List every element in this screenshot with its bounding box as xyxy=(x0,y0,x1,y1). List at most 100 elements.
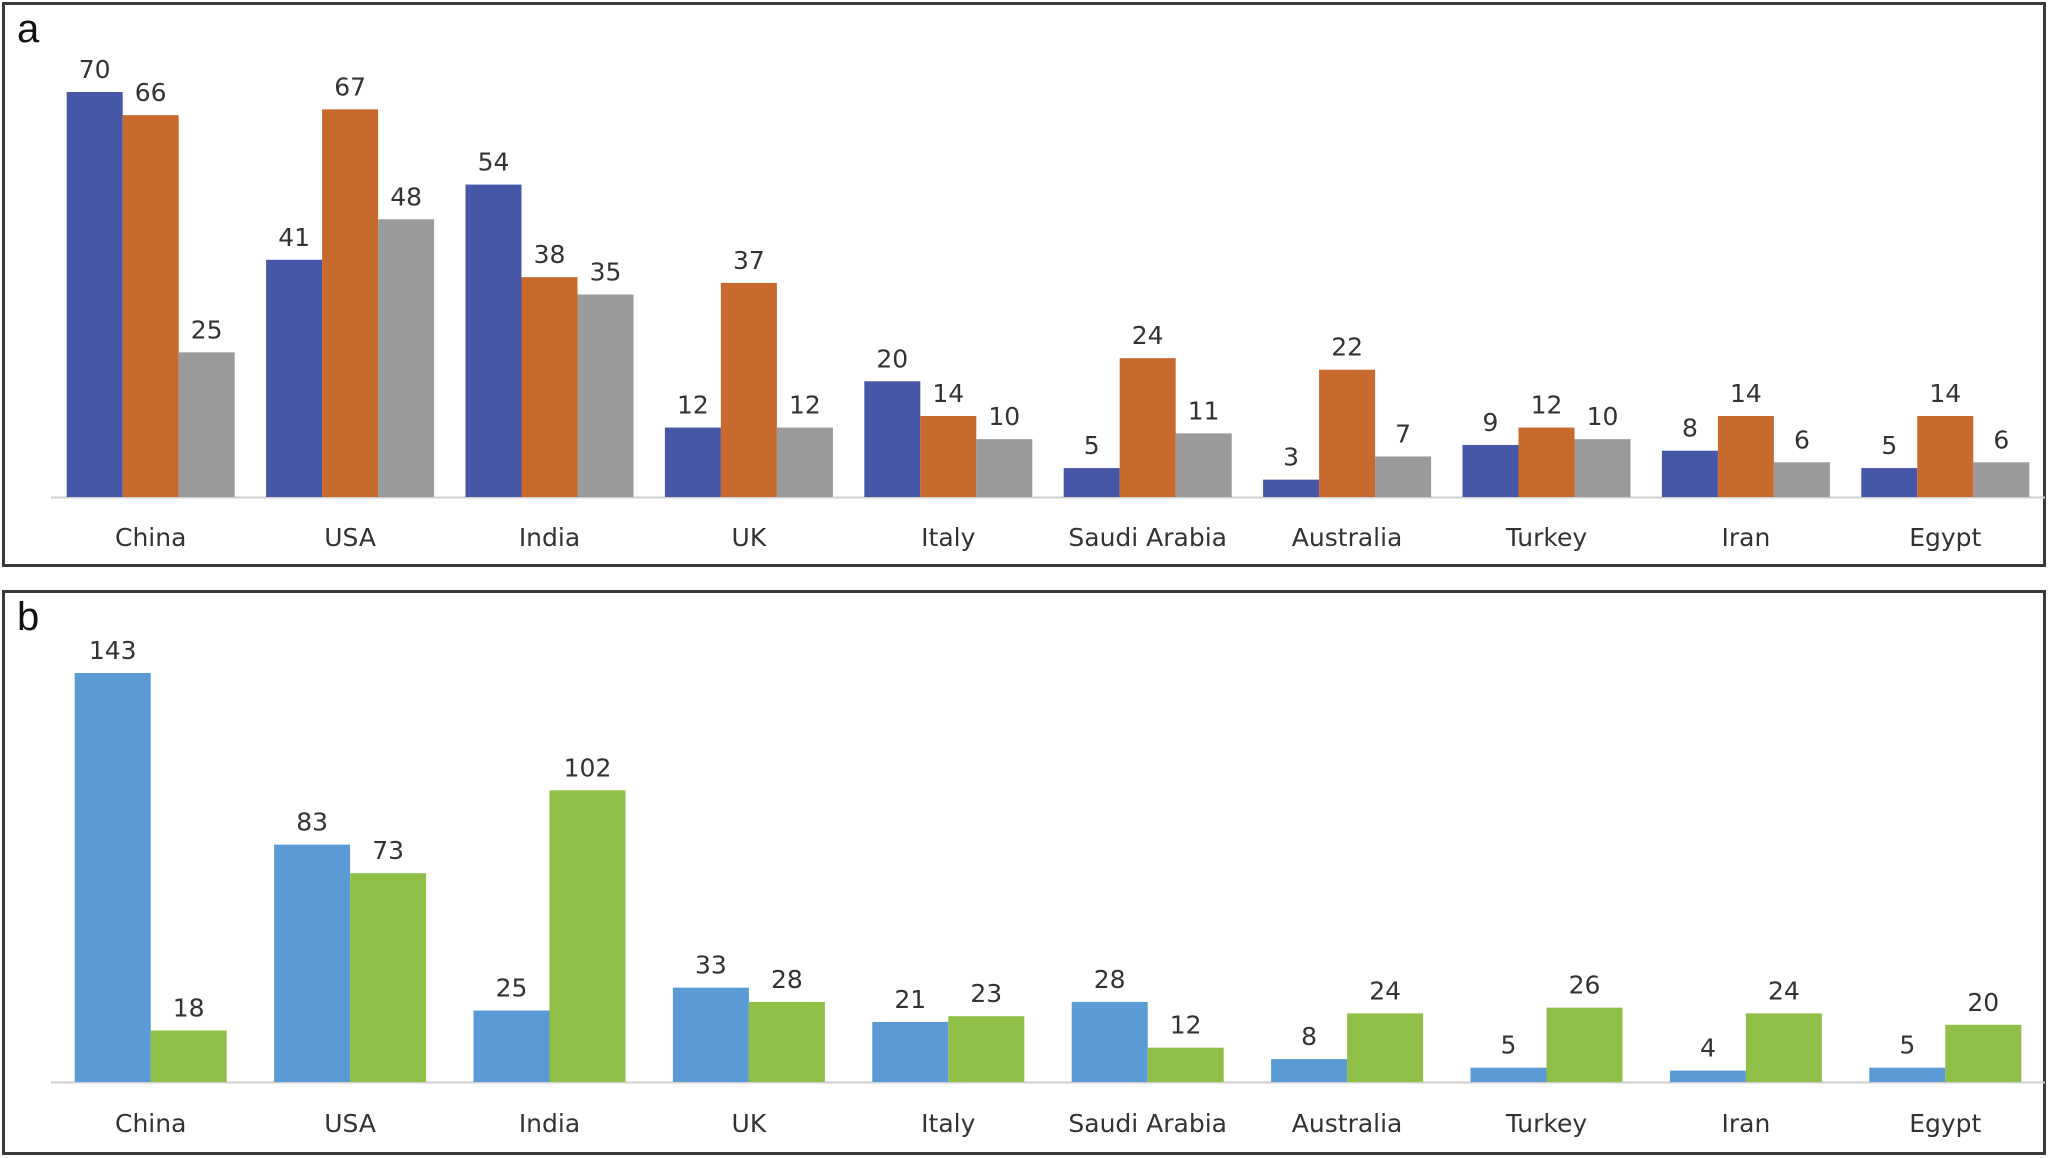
bar-iran-series-3 xyxy=(1773,462,1830,497)
panel-label-a: a xyxy=(17,7,40,51)
bar-turkey-series-1 xyxy=(1462,444,1519,497)
category-label: China xyxy=(115,1109,186,1138)
bar-uk-series-3 xyxy=(776,427,833,497)
category-label: Italy xyxy=(921,1109,975,1138)
category-label: Saudi Arabia xyxy=(1068,523,1227,552)
bar-uk-series-1 xyxy=(664,427,721,497)
data-label: 6 xyxy=(1794,425,1810,454)
data-label: 26 xyxy=(1569,971,1601,1000)
data-label: 102 xyxy=(564,753,612,782)
category-label: Egypt xyxy=(1909,1109,1981,1138)
category-label: UK xyxy=(732,523,767,552)
bar-australia-series-1 xyxy=(1263,479,1320,497)
bar-india-series-3 xyxy=(577,294,634,497)
data-label: 14 xyxy=(1730,379,1762,408)
data-label: 67 xyxy=(334,72,366,101)
bar-chart-b: 143 18 China 83 73 USA 25 102 India 33 28 UK 21 23 Ita… xyxy=(51,636,2045,1138)
category-label: UK xyxy=(732,1109,767,1138)
data-label: 5 xyxy=(1501,1031,1517,1060)
bar-china-series-2 xyxy=(150,1030,227,1082)
category-label: Australia xyxy=(1292,1109,1403,1138)
data-label: 20 xyxy=(876,344,908,373)
category-label: Turkey xyxy=(1505,523,1588,552)
bar-egypt-series-1 xyxy=(1861,468,1918,497)
data-label: 33 xyxy=(695,951,727,980)
bar-china-series-1 xyxy=(66,92,123,497)
data-label: 14 xyxy=(932,379,964,408)
data-label: 37 xyxy=(733,246,765,275)
data-label: 41 xyxy=(278,223,310,252)
data-label: 10 xyxy=(1587,402,1619,431)
data-label: 8 xyxy=(1682,414,1698,443)
data-label: 12 xyxy=(677,391,709,420)
bar-turkey-series-2 xyxy=(1518,427,1575,497)
bar-turkey-series-1 xyxy=(1470,1067,1547,1082)
bar-saudi-arabia-series-2 xyxy=(1119,358,1176,497)
category-label: USA xyxy=(324,523,376,552)
data-label: 25 xyxy=(496,973,528,1002)
bar-italy-series-3 xyxy=(976,439,1033,497)
bar-china-series-2 xyxy=(122,115,179,498)
bar-india-series-2 xyxy=(549,790,626,1082)
bar-australia-series-1 xyxy=(1271,1059,1348,1082)
data-label: 12 xyxy=(789,391,821,420)
data-label: 3 xyxy=(1283,443,1299,472)
data-label: 12 xyxy=(1170,1011,1202,1040)
bar-uk-series-2 xyxy=(720,282,777,497)
bar-iran-series-2 xyxy=(1717,416,1774,497)
data-label: 25 xyxy=(191,315,223,344)
bar-usa-series-2 xyxy=(350,873,427,1082)
bar-italy-series-2 xyxy=(920,416,977,497)
bar-australia-series-3 xyxy=(1375,456,1432,497)
bar-turkey-series-3 xyxy=(1574,439,1631,497)
bar-egypt-series-2 xyxy=(1917,416,1974,497)
data-label: 38 xyxy=(534,240,566,269)
panel-label-b: b xyxy=(17,595,40,639)
data-label: 10 xyxy=(988,402,1020,431)
category-label: Turkey xyxy=(1505,1109,1588,1138)
bar-china-series-1 xyxy=(74,673,151,1082)
category-label: Iran xyxy=(1721,523,1770,552)
bar-uk-series-2 xyxy=(748,1001,825,1082)
data-label: 35 xyxy=(590,258,622,287)
data-label: 54 xyxy=(478,148,510,177)
bar-italy-series-1 xyxy=(864,381,921,497)
bar-saudi-arabia-series-3 xyxy=(1175,433,1232,497)
category-label: India xyxy=(519,1109,580,1138)
data-label: 7 xyxy=(1395,420,1411,449)
category-label: Egypt xyxy=(1909,523,1981,552)
bar-uk-series-1 xyxy=(672,987,749,1082)
data-label: 73 xyxy=(372,836,404,865)
data-label: 5 xyxy=(1084,431,1100,460)
bar-egypt-series-3 xyxy=(1973,462,2030,497)
bar-chart-a: 706625China416748USA543835India123712UK2… xyxy=(51,55,2045,552)
bar-usa-series-2 xyxy=(322,109,379,497)
category-label: Australia xyxy=(1292,523,1403,552)
bar-saudi-arabia-series-1 xyxy=(1071,1001,1148,1082)
bar-india-series-1 xyxy=(473,1010,550,1082)
data-label: 24 xyxy=(1132,321,1164,350)
bar-usa-series-1 xyxy=(274,844,351,1082)
bar-italy-series-2 xyxy=(948,1016,1025,1082)
bar-india-series-1 xyxy=(465,184,522,498)
data-label: 5 xyxy=(1881,431,1897,460)
data-label: 66 xyxy=(135,78,167,107)
data-label: 20 xyxy=(1967,988,1999,1017)
data-label: 18 xyxy=(173,994,205,1023)
bar-italy-series-1 xyxy=(872,1021,949,1082)
data-label: 23 xyxy=(970,979,1002,1008)
category-label: China xyxy=(115,523,186,552)
bar-saudi-arabia-series-2 xyxy=(1147,1047,1224,1082)
data-label: 5 xyxy=(1899,1031,1915,1060)
data-label: 21 xyxy=(894,985,926,1014)
data-label: 4 xyxy=(1700,1034,1716,1063)
data-label: 22 xyxy=(1331,333,1363,362)
data-label: 8 xyxy=(1301,1022,1317,1051)
data-label: 24 xyxy=(1369,976,1401,1005)
bar-egypt-series-1 xyxy=(1869,1067,1946,1082)
bar-china-series-3 xyxy=(178,352,235,497)
data-label: 9 xyxy=(1483,408,1499,437)
data-label: 83 xyxy=(296,808,328,837)
data-label: 28 xyxy=(771,965,803,994)
data-label: 143 xyxy=(89,636,137,665)
